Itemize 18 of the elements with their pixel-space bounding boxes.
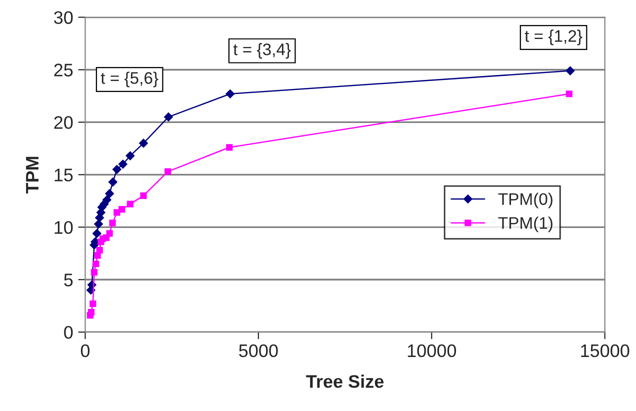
annotation: t = {1,2} — [524, 30, 582, 46]
y-tick-label: 5 — [64, 274, 73, 286]
y-tick-label: 15 — [54, 168, 73, 182]
x-tick-label: 10000 — [408, 344, 456, 358]
annotation: t = {5,6} — [100, 72, 158, 88]
y-tick-label: 25 — [54, 64, 73, 76]
legend-label: TPM(0) — [498, 192, 552, 208]
x-tick-label: 15000 — [581, 344, 630, 358]
legend-label: TPM(1) — [498, 216, 552, 232]
y-tick-label: 20 — [54, 116, 73, 129]
x-tick-label: 5000 — [239, 344, 278, 358]
y-tick-label: 0 — [64, 326, 73, 339]
x-axis-title: Tree Size — [306, 374, 384, 388]
y-axis-title: TPM — [26, 156, 38, 194]
y-tick-label: 30 — [54, 11, 73, 24]
annotation: t = {3,4} — [233, 43, 291, 59]
y-tick-label: 10 — [54, 221, 73, 234]
x-tick-label: 0 — [80, 344, 90, 358]
